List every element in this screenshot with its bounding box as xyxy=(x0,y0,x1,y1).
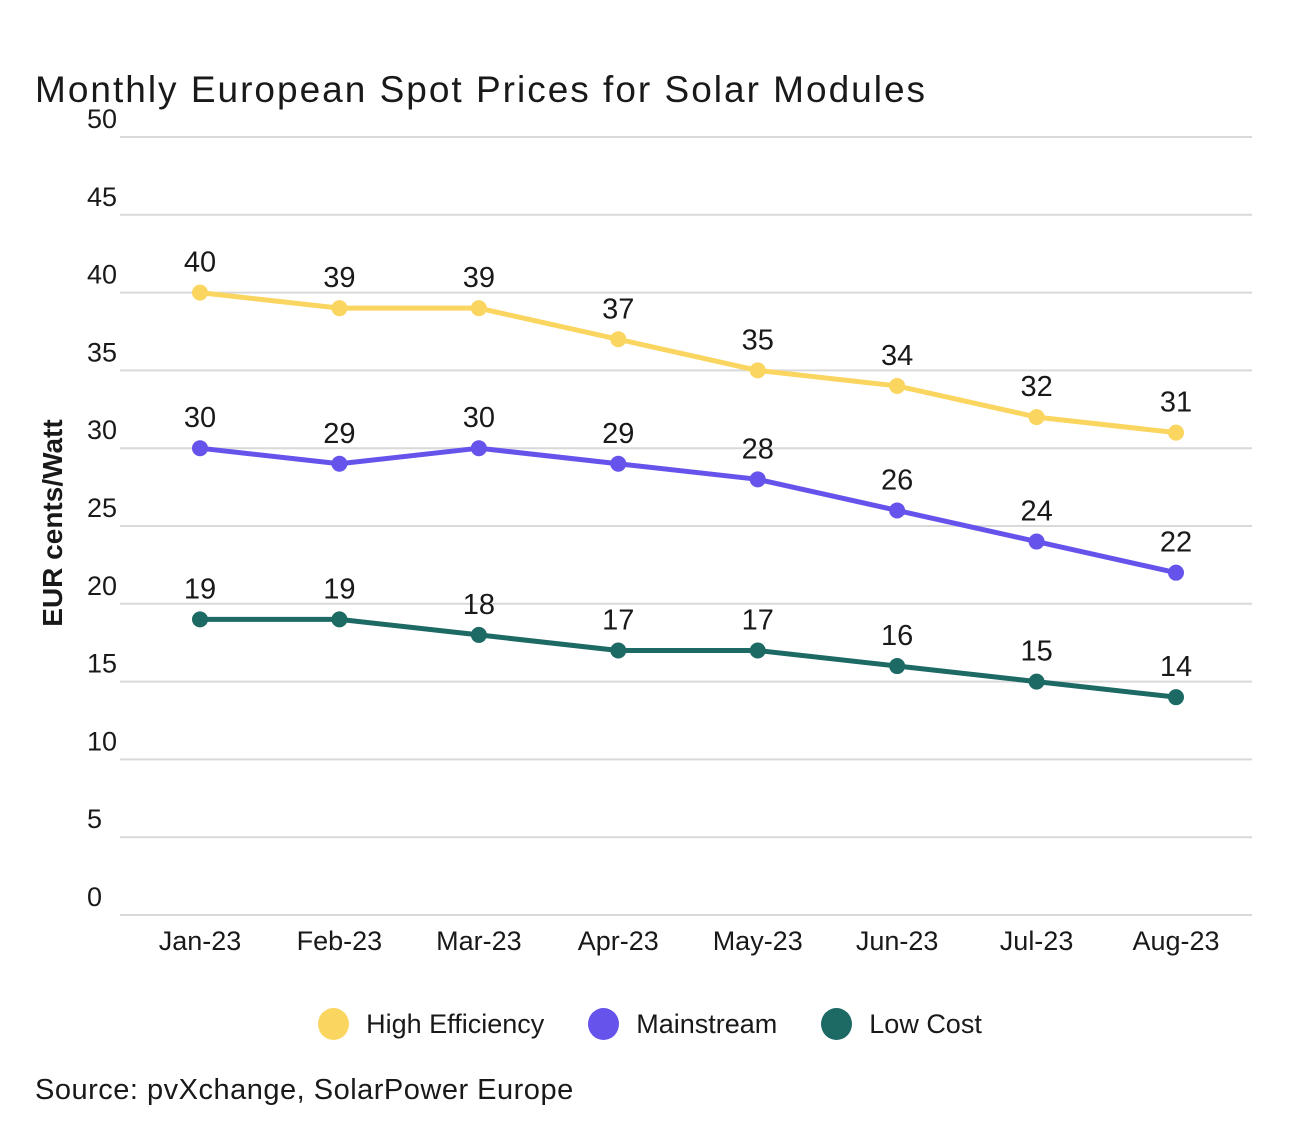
x-tick-label: Feb-23 xyxy=(297,926,383,956)
series-line-high-efficiency xyxy=(197,290,1179,436)
value-label: 26 xyxy=(881,464,913,496)
value-label: 24 xyxy=(1020,496,1052,528)
data-point xyxy=(331,455,348,472)
y-tick-label: 10 xyxy=(87,726,117,756)
value-label: 31 xyxy=(1160,387,1192,419)
data-point xyxy=(889,502,906,519)
value-label: 30 xyxy=(463,402,495,434)
data-point xyxy=(1168,424,1184,441)
legend-item-mainstream: Mainstream xyxy=(588,1008,777,1040)
legend-label: Mainstream xyxy=(636,1008,778,1039)
y-tick-label: 0 xyxy=(87,882,102,912)
value-label: 19 xyxy=(323,573,355,605)
value-label: 39 xyxy=(323,262,355,294)
value-label: 29 xyxy=(602,418,634,450)
data-point xyxy=(1168,564,1184,581)
value-label: 29 xyxy=(323,418,355,450)
data-point xyxy=(470,440,487,457)
data-point xyxy=(470,626,487,643)
data-point xyxy=(889,658,906,675)
x-tick-label: Apr-23 xyxy=(578,926,659,956)
value-label: 17 xyxy=(602,604,634,636)
data-point xyxy=(610,455,627,472)
x-tick-label: Jan-23 xyxy=(159,926,242,956)
value-label: 35 xyxy=(742,324,774,356)
y-tick-label: 45 xyxy=(87,182,117,212)
value-label: 37 xyxy=(602,293,634,325)
legend: High Efficiency Mainstream Low Cost xyxy=(0,1008,1300,1040)
value-label: 28 xyxy=(742,433,774,465)
x-tick-label: Aug-23 xyxy=(1132,926,1219,956)
x-tick-label: Jun-23 xyxy=(856,926,939,956)
value-label: 15 xyxy=(1020,636,1052,668)
value-label: 22 xyxy=(1160,527,1192,559)
x-tick-label: May-23 xyxy=(713,926,803,956)
data-point xyxy=(192,440,208,457)
y-tick-label: 50 xyxy=(87,104,117,134)
legend-label: High Efficiency xyxy=(366,1008,545,1039)
legend-swatch-icon xyxy=(318,1008,350,1040)
y-tick-label: 15 xyxy=(87,649,117,679)
data-point xyxy=(1028,533,1045,550)
legend-item-high-efficiency: High Efficiency xyxy=(318,1008,544,1040)
source-attribution: Source: pvXchange, SolarPower Europe xyxy=(35,1074,574,1106)
series-line-mainstream xyxy=(197,445,1179,576)
value-label: 16 xyxy=(881,620,913,652)
value-label: 39 xyxy=(463,262,495,294)
data-point xyxy=(610,331,627,348)
data-point xyxy=(749,362,766,379)
x-tick-label: Jul-23 xyxy=(1000,926,1074,956)
legend-swatch-icon xyxy=(588,1008,620,1040)
data-point xyxy=(192,284,208,301)
data-point xyxy=(889,377,906,394)
x-tick-label: Mar-23 xyxy=(436,926,522,956)
y-tick-label: 35 xyxy=(87,337,117,367)
value-label: 14 xyxy=(1160,651,1192,683)
data-point xyxy=(331,611,348,628)
data-point xyxy=(610,642,627,659)
data-point xyxy=(1028,409,1045,426)
data-point xyxy=(470,300,487,317)
data-point xyxy=(192,611,208,628)
value-label: 17 xyxy=(742,604,774,636)
y-tick-label: 5 xyxy=(87,804,102,834)
value-label: 19 xyxy=(184,573,216,605)
value-label: 18 xyxy=(463,589,495,621)
y-axis-title: EUR cents/Watt xyxy=(37,419,68,626)
value-label: 40 xyxy=(184,247,216,279)
value-label: 30 xyxy=(184,402,216,434)
y-tick-label: 25 xyxy=(87,493,117,523)
value-label: 32 xyxy=(1020,371,1052,403)
y-tick-label: 20 xyxy=(87,571,117,601)
legend-label: Low Cost xyxy=(869,1008,982,1039)
data-point xyxy=(749,642,766,659)
y-tick-label: 40 xyxy=(87,260,117,290)
data-point xyxy=(749,471,766,488)
chart-title: Monthly European Spot Prices for Solar M… xyxy=(35,68,928,110)
legend-swatch-icon xyxy=(821,1008,853,1040)
legend-item-low-cost: Low Cost xyxy=(821,1008,982,1040)
data-point xyxy=(331,300,348,317)
value-label: 34 xyxy=(881,340,913,372)
data-point xyxy=(1028,673,1045,690)
data-point xyxy=(1168,689,1184,706)
series-line-low-cost xyxy=(197,616,1179,700)
y-tick-label: 30 xyxy=(87,415,117,445)
